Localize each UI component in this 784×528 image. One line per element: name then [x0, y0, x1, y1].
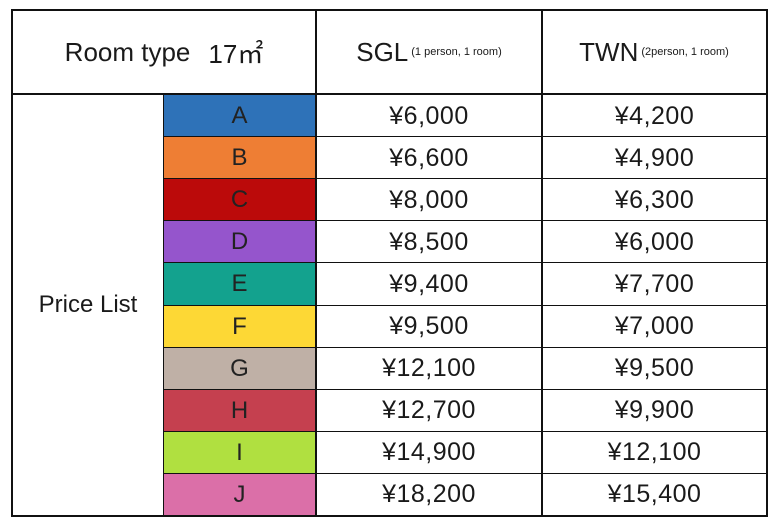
grade-cell-f-text: F — [232, 312, 247, 340]
twn-price-cell: ¥7,700 — [543, 263, 766, 305]
twn-price-cell: ¥9,500 — [543, 348, 766, 390]
twn-label: TWN — [579, 36, 639, 67]
sgl-price-cell: ¥18,200 — [317, 474, 541, 516]
sgl-price-cell-text: ¥14,900 — [382, 438, 476, 467]
sgl-label: SGL — [356, 36, 409, 67]
sgl-price-cell: ¥9,400 — [317, 263, 541, 305]
grade-cell-j: J — [164, 473, 315, 516]
grade-cell-c: C — [164, 179, 315, 222]
col-divider-grade — [163, 94, 164, 516]
room-type-header: Room type 17㎡ — [12, 10, 316, 94]
sgl-price-cell-text: ¥12,700 — [382, 396, 476, 425]
sgl-price-cell: ¥12,700 — [317, 390, 541, 432]
twn-price-cell-text: ¥6,000 — [614, 227, 695, 256]
header-divider — [12, 93, 767, 95]
twn-price-cell-text: ¥4,200 — [614, 101, 695, 130]
outer-left-border — [11, 9, 13, 517]
grade-cell-g: G — [164, 347, 315, 390]
twn-price-cell: ¥6,300 — [543, 179, 766, 221]
row-divider — [164, 220, 767, 222]
room-type-label: Room type — [64, 36, 191, 67]
twn-price-cell: ¥12,100 — [543, 432, 766, 474]
row-divider — [164, 388, 767, 390]
twn-price-cell: ¥15,400 — [543, 474, 766, 516]
row-divider — [164, 262, 767, 264]
grade-cell-d-text: D — [230, 228, 249, 256]
twn-price-cell: ¥9,900 — [543, 390, 766, 432]
grade-cell-i-text: I — [236, 438, 243, 466]
twn-price-cell-text: ¥7,000 — [614, 312, 695, 341]
twn-price-cell: ¥4,200 — [543, 95, 766, 137]
grade-cell-h-text: H — [230, 396, 249, 424]
sgl-price-cell: ¥9,500 — [317, 306, 541, 348]
room-size: 17㎡ — [208, 38, 264, 69]
sgl-price-cell-text: ¥9,500 — [389, 312, 469, 341]
twn-price-cell: ¥4,900 — [543, 137, 766, 179]
grade-cell-e: E — [164, 263, 315, 306]
grade-cell-b-text: B — [231, 144, 248, 172]
sgl-price-cell-text: ¥6,000 — [389, 101, 469, 130]
grade-cell-b: B — [164, 137, 315, 180]
sgl-price-cell: ¥14,900 — [317, 432, 541, 474]
col-divider-twn — [541, 9, 543, 517]
grade-cell-g-text: G — [230, 354, 249, 382]
sgl-price-cell: ¥8,000 — [317, 179, 541, 221]
grade-cell-i: I — [164, 431, 315, 474]
twn-note: (2person, 1 room) — [641, 46, 729, 58]
grade-cell-j-text: J — [233, 480, 246, 508]
row-divider — [164, 430, 767, 432]
twn-price-cell-text: ¥6,300 — [614, 185, 695, 214]
twn-price-cell: ¥6,000 — [543, 221, 766, 263]
row-divider — [164, 304, 767, 306]
twn-header: TWN (2person, 1 room) — [542, 10, 766, 94]
sgl-header: SGL (1 person, 1 room) — [316, 10, 542, 94]
row-divider — [164, 178, 767, 180]
twn-price-cell-text: ¥7,700 — [614, 269, 695, 298]
twn-price-cell-text: ¥9,500 — [614, 354, 695, 383]
sgl-note: (1 person, 1 room) — [411, 46, 502, 58]
grade-cell-c-text: C — [230, 186, 249, 214]
sgl-price-cell: ¥6,000 — [317, 95, 541, 137]
sgl-price-cell-text: ¥6,600 — [389, 143, 469, 172]
sgl-price-cell: ¥6,600 — [317, 137, 541, 179]
twn-price-cell-text: ¥15,400 — [607, 480, 702, 509]
grade-cell-f: F — [164, 305, 315, 348]
sgl-price-cell-text: ¥8,000 — [389, 185, 469, 214]
grade-cell-e-text: E — [231, 270, 248, 298]
twn-price-cell-text: ¥12,100 — [607, 438, 702, 467]
twn-price-cell: ¥7,000 — [543, 306, 766, 348]
sgl-price-cell: ¥8,500 — [317, 221, 541, 263]
col-divider-sgl — [315, 9, 317, 517]
row-divider — [164, 346, 767, 348]
grade-cell-a: A — [164, 95, 315, 138]
sgl-price-cell-text: ¥18,200 — [382, 480, 476, 509]
outer-top-border — [12, 9, 767, 11]
sgl-price-cell-text: ¥8,500 — [389, 227, 469, 256]
outer-bottom-border — [12, 515, 767, 517]
twn-price-cell-text: ¥4,900 — [614, 143, 695, 172]
grade-cell-d: D — [164, 221, 315, 264]
grade-cell-h: H — [164, 389, 315, 432]
sgl-price-cell-text: ¥12,100 — [382, 354, 476, 383]
row-divider — [164, 472, 767, 474]
outer-right-border — [766, 9, 768, 517]
row-divider — [164, 136, 767, 138]
twn-price-cell-text: ¥9,900 — [614, 396, 695, 425]
sgl-price-cell-text: ¥9,400 — [389, 269, 469, 298]
price-list-label-cell: Price List — [12, 94, 164, 516]
price-list-label: Price List — [38, 291, 138, 318]
grade-cell-a-text: A — [231, 102, 248, 130]
sgl-price-cell: ¥12,100 — [317, 348, 541, 390]
